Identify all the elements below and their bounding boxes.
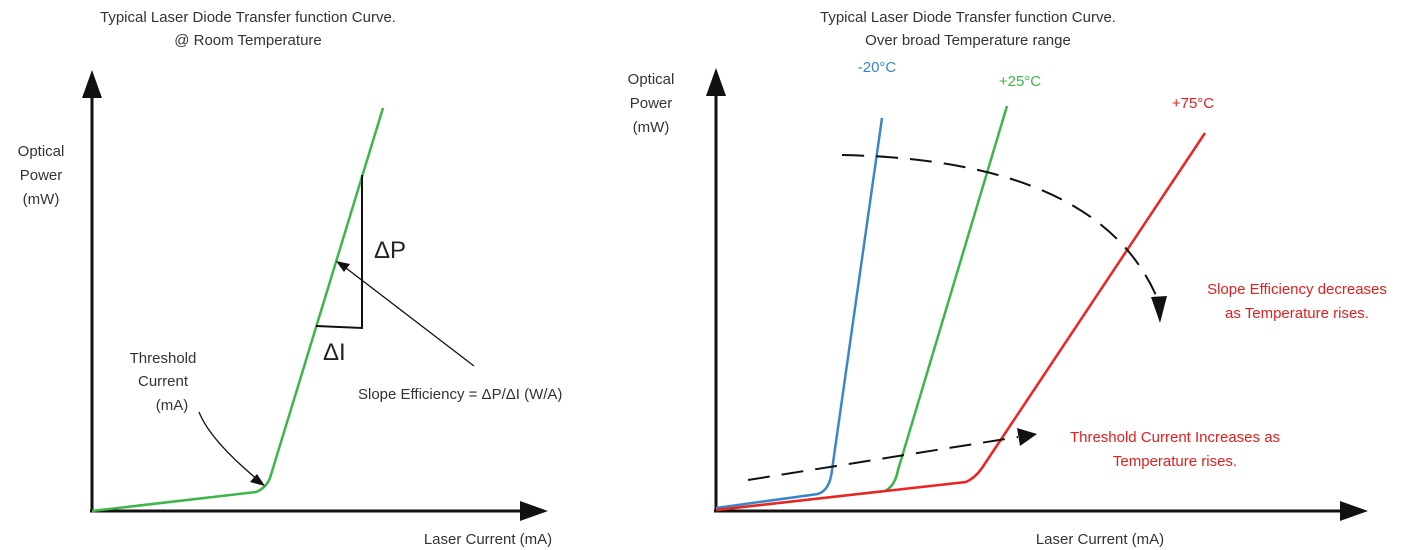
left-y-axis-arrowhead <box>82 70 102 98</box>
right-y-label-line2: Power <box>630 95 673 112</box>
delta-i-label: ΔI <box>323 339 346 366</box>
left-y-label-line1: Optical <box>18 143 65 160</box>
threshold-trend-dashed-arrow <box>747 436 1019 481</box>
curve-label-plus75c: +75°C <box>1172 95 1214 112</box>
right-x-label: Laser Current (mA) <box>1036 531 1164 548</box>
slope-pointer-arrowhead <box>336 261 350 272</box>
threshold-label-line2: Current <box>138 373 189 390</box>
delta-triangle <box>315 175 363 330</box>
threshold-trend-arrowhead <box>1017 428 1037 446</box>
right-y-label-line3: (mW) <box>633 119 670 136</box>
right-title-line2: Over broad Temperature range <box>865 32 1071 49</box>
left-title-line2: @ Room Temperature <box>174 32 322 49</box>
left-transfer-curve <box>91 107 385 513</box>
left-panel: Typical Laser Diode Transfer function Cu… <box>18 9 563 548</box>
slope-trend-dashed-arrow <box>841 154 1159 301</box>
threshold-pointer-arrowhead <box>250 474 265 486</box>
slope-pointer-arrow <box>341 264 475 367</box>
threshold-pointer-arrow <box>198 411 259 481</box>
left-x-label: Laser Current (mA) <box>424 531 552 548</box>
threshold-label-line3: (mA) <box>156 397 189 414</box>
slope-note-line2: as Temperature rises. <box>1225 305 1369 322</box>
left-title-line1: Typical Laser Diode Transfer function Cu… <box>100 9 396 26</box>
curve-label-plus25c: +25°C <box>999 73 1041 90</box>
right-x-axis-arrowhead <box>1340 501 1368 521</box>
slope-efficiency-label: Slope Efficiency = ΔP/ΔI (W/A) <box>358 386 562 403</box>
right-title-line1: Typical Laser Diode Transfer function Cu… <box>820 9 1116 26</box>
curve-label-minus20c: -20°C <box>858 59 897 76</box>
delta-p-label: ΔP <box>374 237 406 264</box>
right-y-axis-arrowhead <box>706 68 726 96</box>
threshold-note-line1: Threshold Current Increases as <box>1070 429 1280 446</box>
right-panel: Typical Laser Diode Transfer function Cu… <box>628 9 1387 548</box>
curve-plus75c <box>715 132 1207 512</box>
curve-minus20c <box>715 117 884 510</box>
right-y-label-line1: Optical <box>628 71 675 88</box>
slope-note-line1: Slope Efficiency decreases <box>1207 281 1387 298</box>
threshold-note-line2: Temperature rises. <box>1113 453 1237 470</box>
slope-trend-arrowhead <box>1151 296 1167 323</box>
left-y-label-line2: Power <box>20 167 63 184</box>
threshold-label-line1: Threshold <box>130 350 197 367</box>
left-x-axis-arrowhead <box>520 501 548 521</box>
left-y-label-line3: (mW) <box>23 191 60 208</box>
